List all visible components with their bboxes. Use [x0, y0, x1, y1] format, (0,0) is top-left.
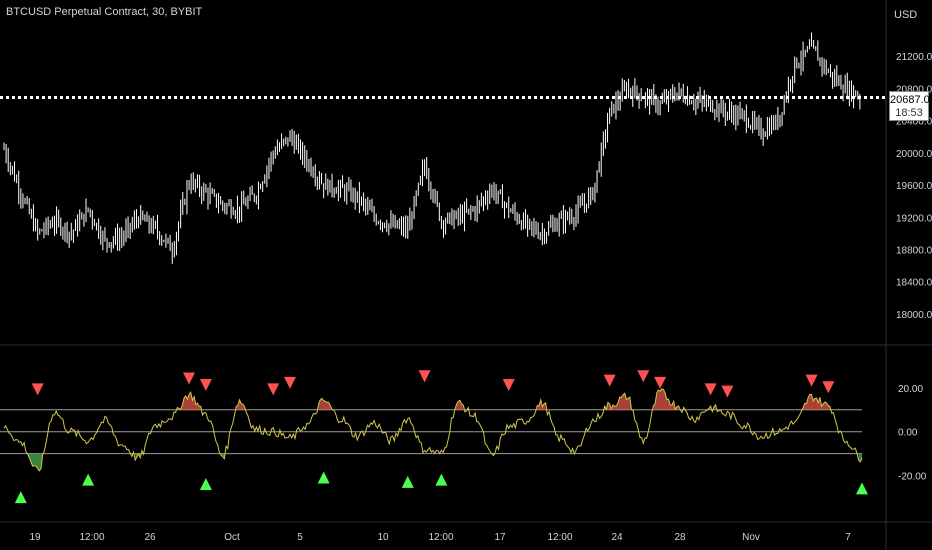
oscillator-line — [3, 388, 863, 472]
time-axis-label: 12:00 — [428, 532, 453, 543]
buy-signal-marker — [317, 471, 330, 484]
price-tick-label: 20000.0 — [896, 149, 932, 160]
price-tick-label: 18000.0 — [896, 310, 932, 321]
time-axis-label: 5 — [297, 532, 303, 543]
time-axis-label: Nov — [742, 532, 760, 543]
sell-signal-marker — [31, 383, 44, 396]
time-axis-label: 7 — [845, 532, 851, 543]
price-tick-label: 20400.0 — [896, 117, 932, 128]
oscillator-tick-label: -20.00 — [898, 472, 927, 483]
sell-signal-marker — [822, 381, 835, 394]
sell-signal-marker — [704, 383, 717, 396]
oscillator-pane[interactable] — [0, 370, 868, 504]
overbought-fill — [318, 398, 333, 410]
time-axis-label: 17 — [494, 532, 506, 543]
time-axis-label: 28 — [674, 532, 686, 543]
sell-signal-marker — [502, 379, 515, 392]
buy-signal-marker — [14, 491, 27, 504]
price-tick-label: 18400.0 — [896, 278, 932, 289]
time-axis-label: 26 — [144, 532, 156, 543]
current-price-label: 20687.0 18:53 — [889, 91, 930, 121]
time-axis-label: 19 — [29, 532, 41, 543]
time-axis-label: 12:00 — [79, 532, 104, 543]
time-axis-label: 24 — [611, 532, 623, 543]
overbought-fill — [177, 392, 201, 410]
buy-signal-marker — [199, 478, 212, 491]
sell-signal-marker — [654, 376, 667, 389]
time-axis[interactable]: 19 12:00 26 Oct 5 10 12:00 17 12:00 24 28 Nov 7 — [29, 532, 851, 543]
sell-signal-marker — [183, 372, 196, 385]
price-pane[interactable] — [0, 32, 886, 264]
sell-signal-marker — [267, 383, 280, 396]
overbought-fill — [236, 399, 245, 410]
buy-signal-marker — [435, 473, 448, 486]
current-price-value: 20687.0 — [890, 94, 930, 106]
buy-signal-marker — [856, 482, 868, 495]
price-tick-label: 21200.0 — [896, 52, 932, 63]
sell-signal-marker — [199, 379, 212, 392]
sell-signal-marker — [418, 370, 431, 383]
price-axis[interactable]: USD 21200.0 20800.0 20400.0 20000.0 19600.0 1… — [894, 9, 932, 321]
sell-signal-marker — [721, 385, 734, 398]
price-tick-label: 19200.0 — [896, 213, 932, 224]
oscillator-tick-label: 0.00 — [898, 428, 918, 439]
price-tick-label: 20800.0 — [896, 84, 932, 95]
time-axis-label: Oct — [224, 532, 240, 543]
bar-countdown: 18:53 — [895, 107, 923, 119]
price-tick-label: 19600.0 — [896, 181, 932, 192]
buy-signal-marker — [401, 475, 414, 488]
sell-signal-marker — [805, 374, 818, 387]
buy-signal-marker — [82, 473, 95, 486]
oversold-fill — [135, 453, 141, 461]
time-axis-label: 12:00 — [547, 532, 572, 543]
overbought-fill — [604, 393, 632, 410]
price-tick-label: 18800.0 — [896, 245, 932, 256]
oscillator-axis[interactable]: 20.00 0.00 -20.00 — [898, 384, 927, 483]
symbol-title[interactable]: BTCUSD Perpetual Contract, 30, BYBIT — [6, 6, 203, 18]
oscillator-tick-label: 20.00 — [898, 384, 923, 395]
time-axis-label: 10 — [377, 532, 389, 543]
oversold-fill — [27, 453, 43, 471]
sell-signal-marker — [603, 374, 616, 387]
overbought-fill — [803, 394, 831, 410]
overbought-fill — [454, 400, 464, 410]
price-axis-currency: USD — [894, 9, 917, 21]
sell-signal-marker — [284, 376, 296, 389]
sell-signal-marker — [637, 370, 650, 383]
